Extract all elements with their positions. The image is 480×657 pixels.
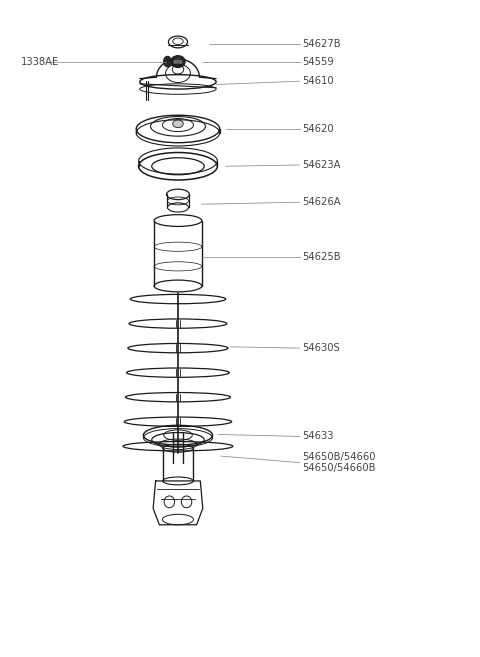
- Ellipse shape: [171, 56, 185, 68]
- Text: 54630S: 54630S: [302, 343, 340, 353]
- Text: 54625B: 54625B: [302, 252, 341, 261]
- Text: 54650B/54660
54650/54660B: 54650B/54660 54650/54660B: [302, 452, 375, 474]
- Text: 54620: 54620: [302, 124, 334, 134]
- Ellipse shape: [174, 58, 182, 64]
- Text: 1338AE: 1338AE: [21, 57, 59, 66]
- Text: 54559: 54559: [302, 57, 334, 66]
- Text: 54627B: 54627B: [302, 39, 341, 49]
- Text: 54626A: 54626A: [302, 197, 341, 207]
- Text: 54633: 54633: [302, 432, 334, 442]
- Ellipse shape: [164, 57, 171, 67]
- Text: 54623A: 54623A: [302, 160, 340, 170]
- Ellipse shape: [173, 120, 183, 127]
- Text: 54610: 54610: [302, 76, 334, 86]
